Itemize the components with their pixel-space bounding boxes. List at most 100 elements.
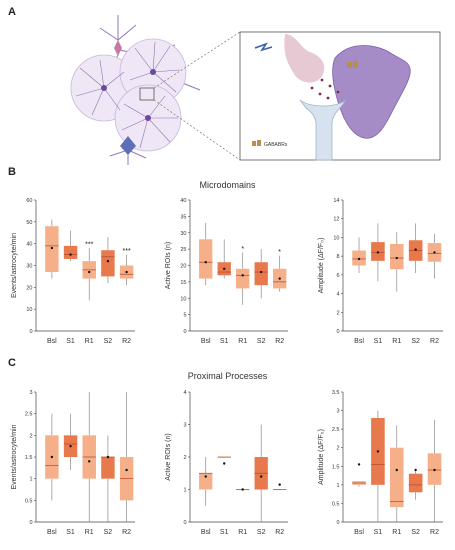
x-tick-label: Bsl (354, 529, 364, 536)
x-tick-label: S1 (220, 529, 229, 536)
x-tick-label: S1 (66, 529, 75, 536)
y-tick-label: 10 (180, 296, 186, 302)
x-tick-label: S2 (257, 338, 266, 345)
y-axis-label: Amplitude (ΔF/F₀) (318, 429, 325, 485)
mean-marker (223, 267, 226, 270)
mean-marker (106, 455, 110, 459)
mean-marker (88, 460, 91, 463)
mean-marker (88, 270, 91, 274)
y-tick-label: 35 (180, 214, 186, 220)
x-tick-label: R1 (392, 529, 401, 536)
mean-marker (414, 468, 417, 472)
zoom-connector-bottom (153, 99, 241, 161)
dendrite (299, 99, 347, 161)
y-tick-label: 5 (183, 313, 186, 319)
y-tick-label: 25 (180, 247, 186, 253)
mean-marker (278, 277, 281, 280)
mean-marker (125, 270, 128, 274)
x-tick-label: S2 (104, 529, 113, 536)
astrocyte-somata (101, 69, 156, 121)
legend-gabab-label: GABABRs (264, 142, 288, 148)
mean-marker (204, 261, 207, 264)
box (408, 473, 423, 493)
x-tick-label: R2 (430, 529, 439, 536)
y-tick-label: 30 (26, 264, 32, 270)
x-tick-label: Bsl (47, 338, 57, 345)
box (254, 262, 268, 286)
significance-marker: *** (123, 248, 131, 255)
y-tick-label: 2 (29, 433, 32, 439)
y-tick-label: 6 (336, 273, 339, 279)
mean-marker (50, 455, 54, 459)
y-tick-label: 2 (336, 446, 339, 452)
y-tick-label: 1 (336, 483, 339, 489)
mean-marker (433, 251, 436, 254)
section-title-proximal-processes: Proximal Processes (187, 371, 268, 381)
zoom-connector-top (153, 31, 241, 89)
y-tick-label: 4 (183, 390, 186, 396)
y-axis-label: Events/astrocyte/min (11, 233, 18, 298)
y-tick-label: 0.5 (332, 501, 340, 507)
y-tick-label: 1.5 (25, 455, 33, 461)
box (199, 473, 213, 490)
mean-marker (204, 475, 207, 478)
panel-letter-c: C (8, 357, 16, 369)
illustration-astrocytes-synapse: GABABRs (70, 15, 441, 165)
panel-letter-a: A (8, 6, 16, 18)
y-tick-label: 20 (26, 285, 32, 291)
y-tick-label: 12 (333, 217, 339, 223)
mean-marker (241, 274, 244, 277)
y-tick-label: 40 (26, 242, 32, 248)
legend-gabab-icon (252, 140, 261, 146)
y-tick-label: 60 (26, 198, 32, 204)
x-tick-label: Bsl (201, 338, 211, 345)
neuron-soma-bottom (120, 136, 136, 155)
y-tick-label: 0 (183, 520, 186, 526)
x-tick-label: S1 (374, 338, 383, 345)
y-tick-label: 40 (180, 198, 186, 204)
y-tick-label: 3.5 (332, 390, 340, 396)
y-tick-label: 20 (180, 264, 186, 270)
panel-letter-b: B (8, 166, 16, 178)
y-tick-label: 3 (183, 423, 186, 429)
neurotransmitter-dots (310, 78, 340, 100)
x-tick-label: R2 (430, 338, 439, 345)
x-tick-label: S2 (257, 529, 266, 536)
y-tick-label: 0 (336, 520, 339, 526)
x-tick-label: R2 (122, 338, 131, 345)
significance-marker: * (241, 246, 244, 253)
box (389, 243, 404, 270)
x-tick-label: Bsl (201, 529, 211, 536)
y-tick-label: 1 (183, 488, 186, 494)
y-tick-label: 1 (29, 477, 32, 483)
mean-marker (50, 246, 54, 250)
y-tick-label: 0 (29, 520, 32, 526)
mean-marker (259, 270, 263, 274)
mean-marker (106, 259, 110, 263)
mean-marker (357, 257, 361, 261)
y-axis-label: Amplitude (ΔF/F₀) (318, 238, 325, 294)
mean-marker (357, 463, 361, 466)
x-tick-label: S2 (104, 338, 113, 345)
x-tick-label: Bsl (354, 338, 364, 345)
significance-marker: * (278, 249, 281, 256)
y-tick-label: 2.5 (332, 427, 340, 433)
section-title-microdomains: Microdomains (199, 180, 256, 190)
mean-marker (241, 488, 244, 491)
mean-marker (376, 251, 380, 254)
x-tick-label: R1 (238, 338, 247, 345)
presynaptic-terminal (284, 34, 325, 83)
mean-marker (395, 256, 398, 260)
significance-marker: *** (85, 242, 93, 249)
mean-marker (278, 483, 281, 486)
y-tick-label: 4 (336, 292, 339, 298)
x-tick-label: R1 (85, 338, 94, 345)
x-tick-label: R2 (122, 529, 131, 536)
y-tick-label: 0 (29, 329, 32, 335)
box (101, 457, 115, 479)
y-tick-label: 10 (26, 307, 32, 313)
y-tick-label: 30 (180, 231, 186, 237)
mean-marker (414, 248, 417, 251)
